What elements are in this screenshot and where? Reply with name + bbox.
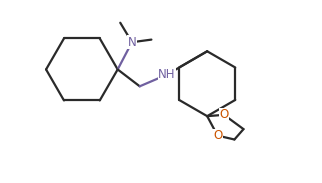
- Text: O: O: [213, 129, 222, 142]
- Text: O: O: [219, 108, 229, 121]
- Text: N: N: [128, 36, 136, 49]
- Text: NH: NH: [158, 68, 176, 81]
